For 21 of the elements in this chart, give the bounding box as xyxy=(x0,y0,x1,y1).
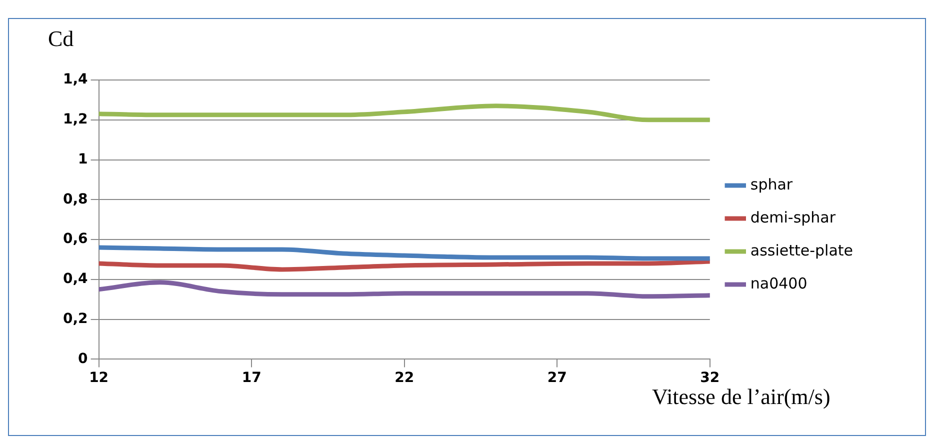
x-tick-label: 17 xyxy=(242,370,262,386)
y-tick-label: 0,8 xyxy=(62,191,88,208)
legend-label: na0400 xyxy=(750,274,808,292)
y-tick-label: 1,4 xyxy=(62,72,88,88)
x-tick-label: 27 xyxy=(547,370,567,386)
y-tick-label: 0 xyxy=(78,350,88,367)
y-tick-label: 0,6 xyxy=(62,231,88,248)
y-tick-label: 1 xyxy=(78,151,88,168)
y-tick-label: 0,4 xyxy=(62,271,88,288)
line-series xyxy=(98,259,710,272)
line-series xyxy=(98,245,710,261)
y-tick-label: 0,2 xyxy=(62,310,88,327)
x-tick-label: 12 xyxy=(89,370,109,386)
legend-label: demi-sphar xyxy=(750,208,836,226)
y-tick-label: 1,2 xyxy=(62,112,88,128)
x-tick-label: 22 xyxy=(394,370,414,386)
legend-label: sphar xyxy=(750,175,794,194)
x-axis-title: Vitesse de l’air(m/s) xyxy=(652,384,830,410)
x-tick-label: 32 xyxy=(700,370,720,386)
y-axis-title: Cd xyxy=(48,26,74,52)
legend-label: assiette-plate xyxy=(750,241,854,260)
